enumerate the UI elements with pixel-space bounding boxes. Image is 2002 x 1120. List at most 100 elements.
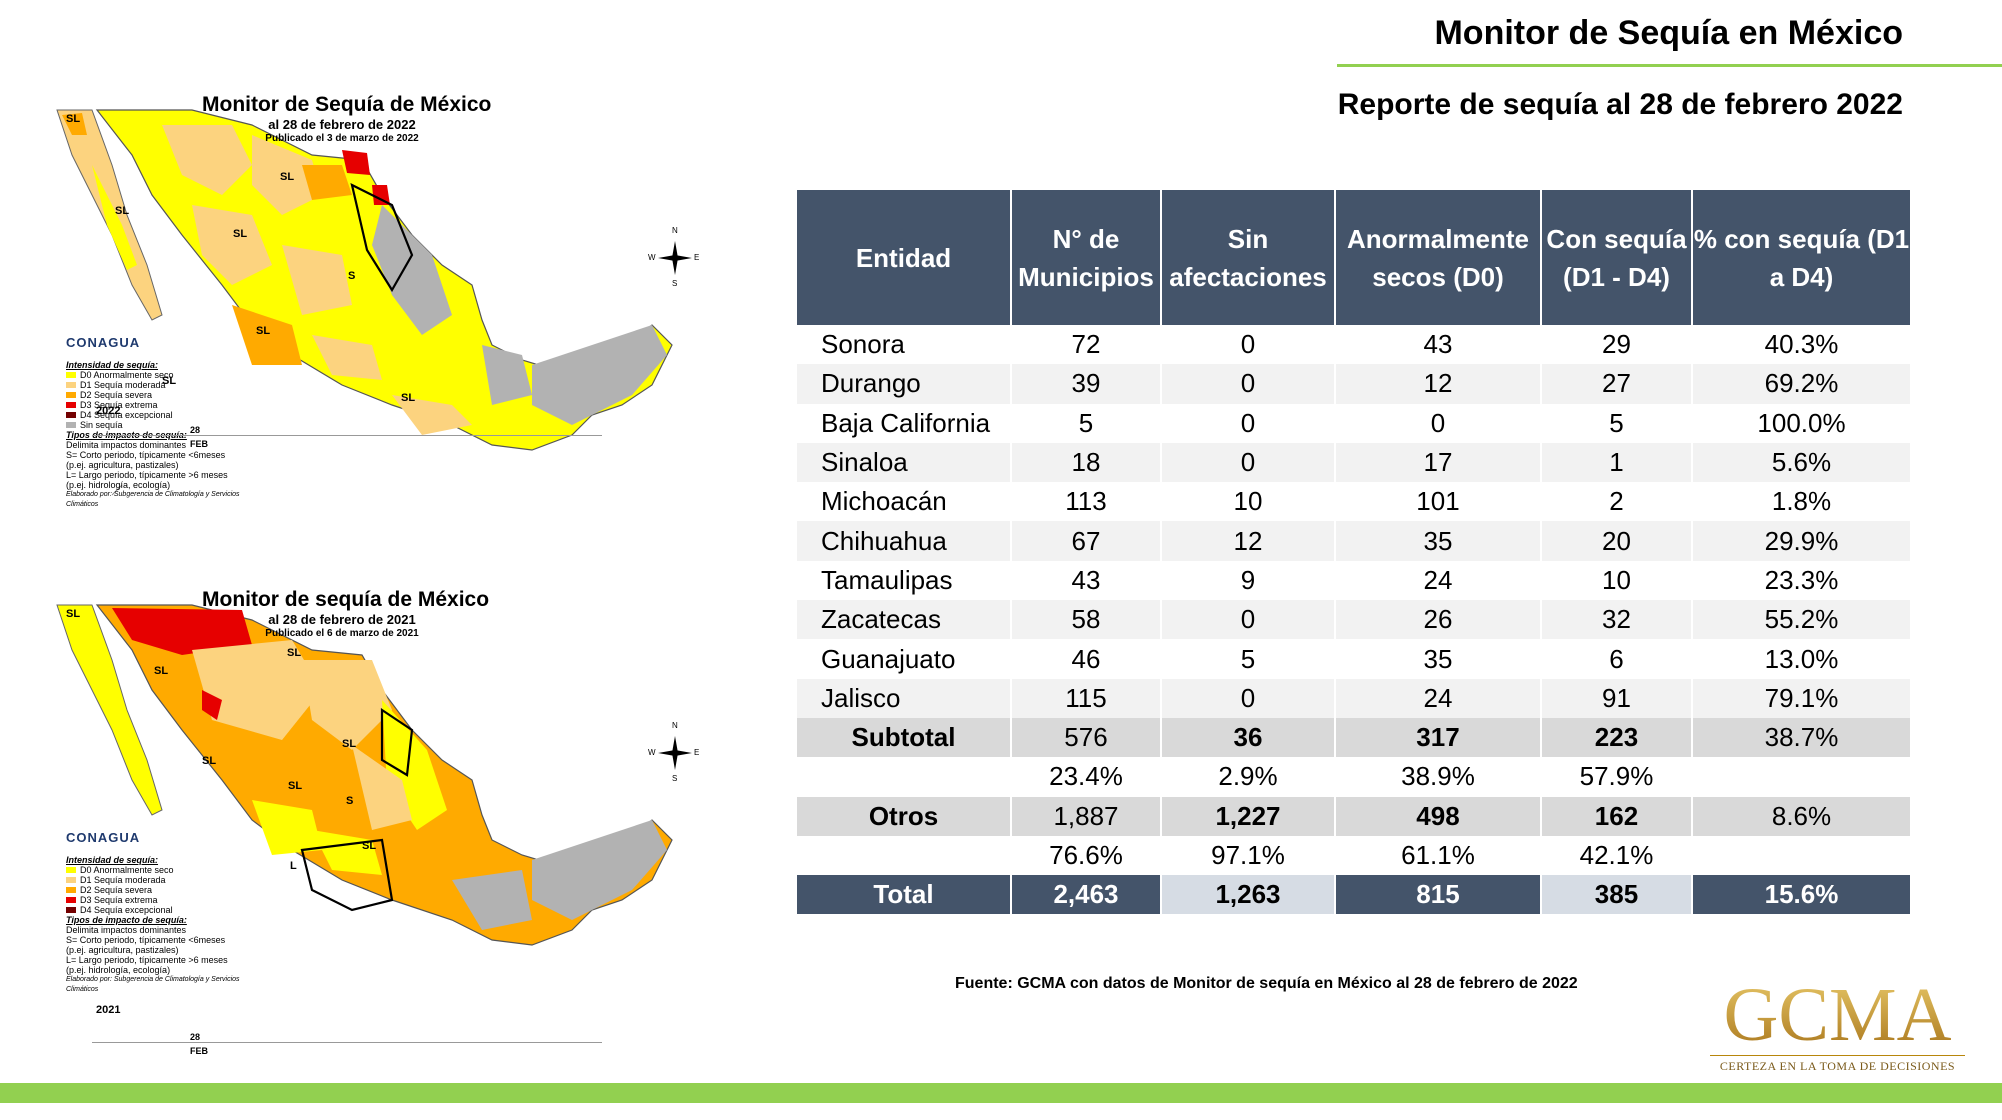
table-cell: 76.6% <box>1011 835 1162 876</box>
mexico-map-2022-graphic <box>56 109 673 496</box>
source-note: Fuente: GCMA con datos de Monitor de seq… <box>955 975 1578 992</box>
legend-title: Intensidad de sequía: <box>66 855 159 865</box>
table-cell: 57.9% <box>1541 757 1693 797</box>
subtotal-pct-row: 23.4% 2.9% 38.9% 57.9% <box>797 757 1910 797</box>
drought-table: Entidad N° de Municipios Sin afectacione… <box>797 190 1910 915</box>
table-cell: 26 <box>1335 600 1542 640</box>
table-cell: 91 <box>1541 678 1693 718</box>
compass-n: N <box>672 721 678 730</box>
table-cell: 5 <box>1541 403 1693 443</box>
table-cell: 42.1% <box>1541 835 1693 876</box>
table-cell: 385 <box>1541 875 1693 915</box>
table-row: Sonora 72 0 43 29 40.3% <box>797 325 1910 365</box>
table-row: Michoacán 113 10 101 2 1.8% <box>797 482 1910 522</box>
map-year: 2022 <box>96 405 121 417</box>
table-cell: 8.6% <box>1692 796 1910 836</box>
drought-map-2022: Monitor de Sequía de México al 28 de feb… <box>52 93 722 625</box>
table-cell: 0 <box>1335 403 1542 443</box>
col-entidad: Entidad <box>797 190 1012 325</box>
table-row: Chihuahua 67 12 35 20 29.9% <box>797 521 1910 561</box>
map-year: 2021 <box>96 1004 121 1016</box>
table-cell: 43 <box>1011 560 1162 601</box>
impact-label: S <box>346 795 354 807</box>
col-sin-afectaciones: Sin afectaciones <box>1161 190 1336 325</box>
map-credit: Elaborado por: Subgerencia de Climatolog… <box>66 491 240 508</box>
drought-map-2021: Monitor de sequía de México al 28 de feb… <box>52 588 722 1120</box>
col-con-sequia: Con sequía (D1 - D4) <box>1541 190 1693 325</box>
table-cell: 0 <box>1161 678 1336 718</box>
table-cell: 5 <box>1011 403 1162 443</box>
table-cell: 6 <box>1541 639 1693 679</box>
table-cell: 40.3% <box>1764 329 1839 360</box>
table-cell: Zacatecas <box>797 600 1012 640</box>
table-cell: 0 <box>1161 403 1336 443</box>
impact-label: SL <box>66 608 81 620</box>
timeline-bar <box>92 435 602 436</box>
report-subtitle: Reporte de sequía al 28 de febrero 2022 <box>1337 88 1903 121</box>
table-cell: 12 <box>1335 364 1542 404</box>
table-cell: 0 <box>1161 325 1336 365</box>
map-credit: Elaborado por: Subgerencia de Climatolog… <box>66 976 240 993</box>
compass-w: W <box>648 253 656 262</box>
table-cell: Total <box>797 875 1012 915</box>
table-cell: Baja California <box>797 403 1012 443</box>
table-cell: 72 <box>1011 325 1162 365</box>
legend-item: D1 Sequía moderada <box>66 380 256 390</box>
swatch-d1 <box>66 877 76 883</box>
table-cell: 24 <box>1335 560 1542 601</box>
legend-item: D2 Sequía severa <box>66 885 256 895</box>
table-cell: Chihuahua <box>797 521 1012 561</box>
table-cell: 1,263 <box>1161 875 1336 915</box>
legend-item: D3 Sequía extrema <box>66 400 256 410</box>
table-cell: 61.1% <box>1335 835 1542 876</box>
gcma-logo: GCMA CERTEZA EN LA TOMA DE DECISIONES <box>1710 975 1965 1074</box>
table-cell: 38.7% <box>1692 717 1910 758</box>
table-row: Baja California 5 0 0 5 100.0% <box>797 403 1910 443</box>
table-cell: 27 <box>1541 364 1693 404</box>
impact-label: SL <box>287 647 302 659</box>
table-cell: 9 <box>1161 560 1336 601</box>
table-cell: 58 <box>1011 600 1162 640</box>
map-legend: Intensidad de sequía: D0 Anormalmente se… <box>66 855 256 995</box>
table-cell: Otros <box>797 796 1012 836</box>
impact-line: L= Largo periodo, típicamente >6 meses <box>66 955 228 965</box>
table-cell: 576 <box>1011 717 1162 758</box>
table-cell: 35 <box>1335 639 1542 679</box>
impact-label: SL <box>202 755 217 767</box>
map-month: FEB <box>190 439 208 449</box>
table-cell: Guanajuato <box>797 639 1012 679</box>
table-cell <box>1692 757 1910 796</box>
map-date: al 28 de febrero de 2022 <box>268 117 416 132</box>
table-cell: 2,463 <box>1011 875 1162 915</box>
table-cell: 0 <box>1161 442 1336 483</box>
table-cell: 23.3% <box>1764 564 1839 595</box>
compass-icon <box>658 241 692 275</box>
table-cell: Durango <box>797 364 1012 404</box>
map-day: 28 <box>190 1032 201 1042</box>
footer-bar <box>0 1083 2002 1103</box>
total-row: Total 2,463 1,263 815 385 15.6% <box>797 875 1910 915</box>
table-cell: 0 <box>1161 364 1336 404</box>
table-cell: 35 <box>1335 521 1542 561</box>
swatch-d2 <box>66 392 76 398</box>
legend-item: D4 Sequía excepcional <box>66 905 256 915</box>
impact-label: SL <box>233 228 248 240</box>
table-cell: 1.8% <box>1771 486 1832 517</box>
legend-item: D0 Anormalmente seco <box>66 865 256 875</box>
table-cell: 24 <box>1335 678 1542 718</box>
table-cell: Sonora <box>797 325 1012 365</box>
table-cell: 317 <box>1335 717 1542 758</box>
compass-s: S <box>672 774 678 783</box>
impact-line: (p.ej. hidrología, ecología) <box>66 480 171 490</box>
swatch-d2 <box>66 887 76 893</box>
compass-icon <box>658 736 692 770</box>
swatch-d0 <box>66 867 76 873</box>
compass-w: W <box>648 748 656 757</box>
table-cell <box>797 757 1012 797</box>
table-cell: Tamaulipas <box>797 560 1012 601</box>
table-cell: 18 <box>1011 442 1162 483</box>
table-cell: 20 <box>1541 521 1693 561</box>
impact-line: Delimita impactos dominantes <box>66 440 187 450</box>
table-row: Tamaulipas 43 9 24 10 23.3% <box>797 560 1910 601</box>
gcma-logo-text: GCMA <box>1710 975 1965 1055</box>
